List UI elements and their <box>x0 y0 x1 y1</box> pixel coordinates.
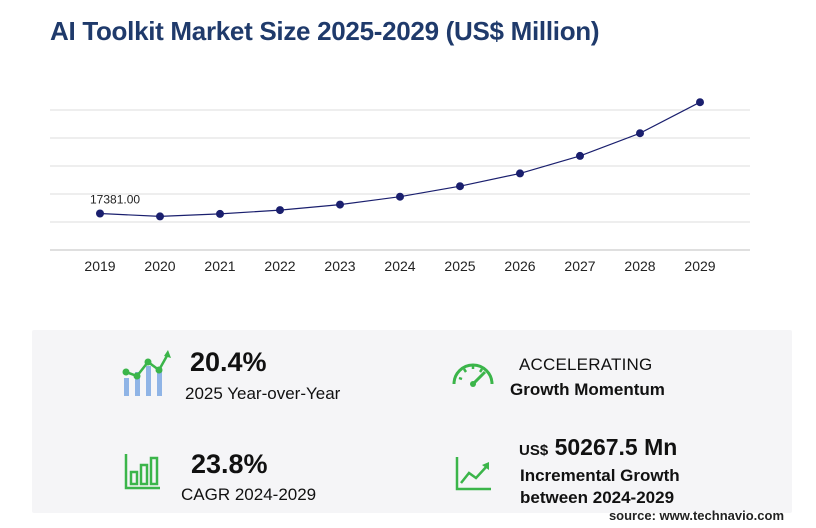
data-point <box>276 206 284 215</box>
data-point <box>576 151 584 160</box>
page-title: AI Toolkit Market Size 2025-2029 (US$ Mi… <box>50 16 600 46</box>
x-tick-label: 2026 <box>504 258 535 274</box>
incremental-prefix: US$ <box>519 442 549 459</box>
incremental-line2: between 2024-2029 <box>520 488 675 507</box>
x-tick-label: 2025 <box>444 258 475 274</box>
incremental-line1: Incremental Growth <box>520 466 680 485</box>
x-tick-label: 2024 <box>384 258 415 274</box>
data-point <box>216 209 224 218</box>
trend-up-icon <box>455 457 491 491</box>
x-tick-label: 2021 <box>204 258 235 274</box>
x-tick-label: 2029 <box>684 258 715 274</box>
stats-panel <box>32 330 792 513</box>
cagr-value: 23.8% <box>191 449 268 479</box>
incremental-value: 50267.5 Mn <box>554 434 678 460</box>
x-tick-label: 2023 <box>324 258 355 274</box>
data-point <box>156 212 164 221</box>
data-point <box>96 209 104 218</box>
speedometer-icon <box>452 363 494 387</box>
data-label: 17381.00 <box>90 193 140 207</box>
bar-chart-icon <box>124 454 160 490</box>
momentum-line2: Growth Momentum <box>510 380 665 399</box>
incremental-value-row: US$ 50267.5 Mn <box>519 434 677 461</box>
yoy-label: 2025 Year-over-Year <box>185 384 341 403</box>
x-tick-label: 2027 <box>564 258 595 274</box>
x-tick-label: 2019 <box>84 258 115 274</box>
market-size-line-chart: 2019 2020 2021 2022 2023 2024 2025 2026 2027 2028… <box>50 98 750 274</box>
x-tick-label: 2020 <box>144 258 175 274</box>
data-point <box>636 129 644 138</box>
cagr-label: CAGR 2024-2029 <box>181 485 317 504</box>
data-point <box>456 182 464 191</box>
source-credit: source: www.technavio.com <box>608 508 784 523</box>
x-tick-label: 2022 <box>264 258 295 274</box>
data-point <box>696 98 704 107</box>
x-tick-label: 2028 <box>624 258 655 274</box>
yoy-value: 20.4% <box>190 347 267 377</box>
data-point <box>336 200 344 209</box>
data-point <box>396 192 404 201</box>
data-point <box>516 169 524 178</box>
momentum-line1: ACCELERATING <box>519 355 653 374</box>
growth-chart-icon <box>122 350 171 396</box>
